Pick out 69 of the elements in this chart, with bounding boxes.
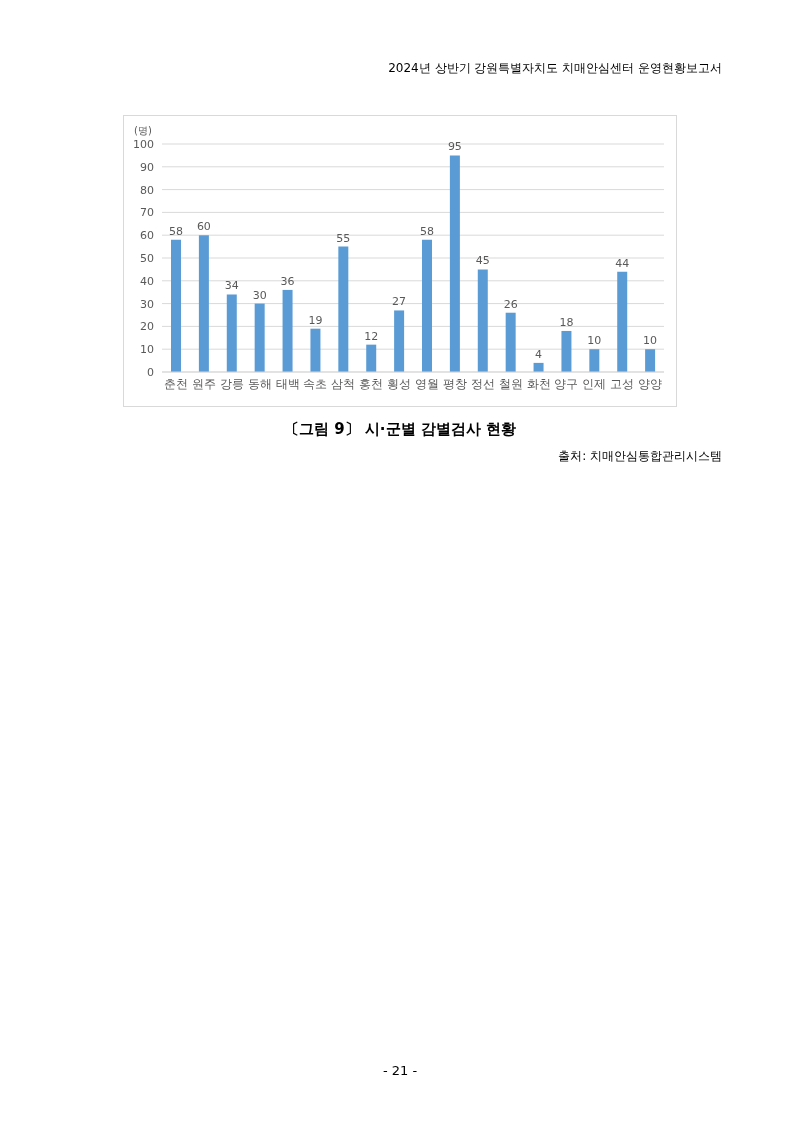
bar	[422, 239, 432, 372]
data-label: 10	[643, 334, 658, 348]
y-tick-label: 50	[140, 251, 154, 265]
source-note: 출처: 치매안심통합관리시스템	[558, 448, 722, 465]
x-tick-label: 강릉	[219, 377, 244, 392]
data-label: 12	[364, 329, 379, 343]
data-label: 30	[252, 288, 267, 302]
text: - 21 -	[381, 1063, 419, 1078]
data-label: 18	[559, 315, 574, 329]
y-tick-label: 70	[140, 206, 154, 220]
bar	[171, 239, 181, 372]
bar	[645, 349, 656, 372]
x-tick-label: 동해	[247, 377, 272, 392]
bar	[449, 155, 460, 372]
y-tick-label: 80	[140, 183, 154, 197]
bar	[617, 271, 628, 372]
data-label: 34	[224, 279, 239, 293]
data-label: 55	[336, 231, 351, 245]
x-tick-label: 원주	[191, 377, 216, 392]
y-tick-label: 100	[133, 137, 154, 151]
bar	[477, 269, 488, 372]
x-tick-label: 양양	[638, 377, 663, 392]
bar	[226, 294, 237, 372]
x-tick-label: 고성	[610, 377, 635, 392]
x-tick-label: 정선	[470, 377, 495, 392]
x-tick-label: 춘천	[163, 377, 188, 392]
data-label: 19	[308, 313, 323, 327]
x-tick-label: 양구	[554, 377, 579, 392]
y-tick-label: 10	[140, 343, 154, 357]
x-tick-label: 속초	[303, 377, 328, 392]
text: 〔그림 9〕 시·군별 감별검사 현황	[283, 420, 517, 439]
text: 2024년 상반기 강원특별자치도 치매안심센터 운영현황보고서	[388, 60, 722, 77]
bar	[589, 349, 600, 372]
x-tick-label: 홍천	[359, 377, 384, 392]
data-label: 26	[503, 297, 518, 311]
y-tick-label: 60	[140, 229, 154, 243]
y-axis-title: (명)	[134, 124, 152, 138]
data-label: 10	[587, 334, 602, 348]
y-tick-label: 90	[140, 160, 154, 174]
data-label: 44	[615, 256, 630, 270]
data-label: 45	[475, 254, 490, 268]
y-tick-label: 30	[140, 297, 154, 311]
x-tick-label: 태백	[275, 377, 300, 392]
bar	[561, 330, 572, 372]
data-label: 4	[535, 347, 543, 361]
bar	[338, 246, 349, 372]
data-label: 58	[169, 224, 183, 238]
x-tick-label: 화천	[526, 377, 551, 392]
bar	[198, 235, 209, 372]
y-tick-label: 40	[140, 274, 154, 288]
bar	[254, 303, 265, 372]
data-label: 95	[447, 140, 462, 154]
x-tick-label: 영월	[414, 377, 439, 392]
data-label: 60	[196, 220, 211, 234]
x-tick-label: 평창	[442, 377, 467, 392]
x-tick-label: 철원	[498, 377, 523, 392]
y-tick-label: 20	[140, 320, 154, 334]
data-label: 58	[420, 224, 434, 238]
data-label: 27	[392, 295, 407, 309]
x-tick-label: 인제	[582, 377, 607, 392]
data-label: 36	[280, 274, 295, 288]
bar	[310, 328, 321, 372]
x-tick-label: 삼척	[331, 377, 356, 392]
y-tick-label: 0	[147, 365, 154, 379]
bar	[282, 289, 293, 372]
x-tick-label: 횡성	[387, 377, 412, 392]
bar	[366, 344, 377, 372]
bar	[505, 312, 516, 372]
bar	[394, 310, 405, 372]
